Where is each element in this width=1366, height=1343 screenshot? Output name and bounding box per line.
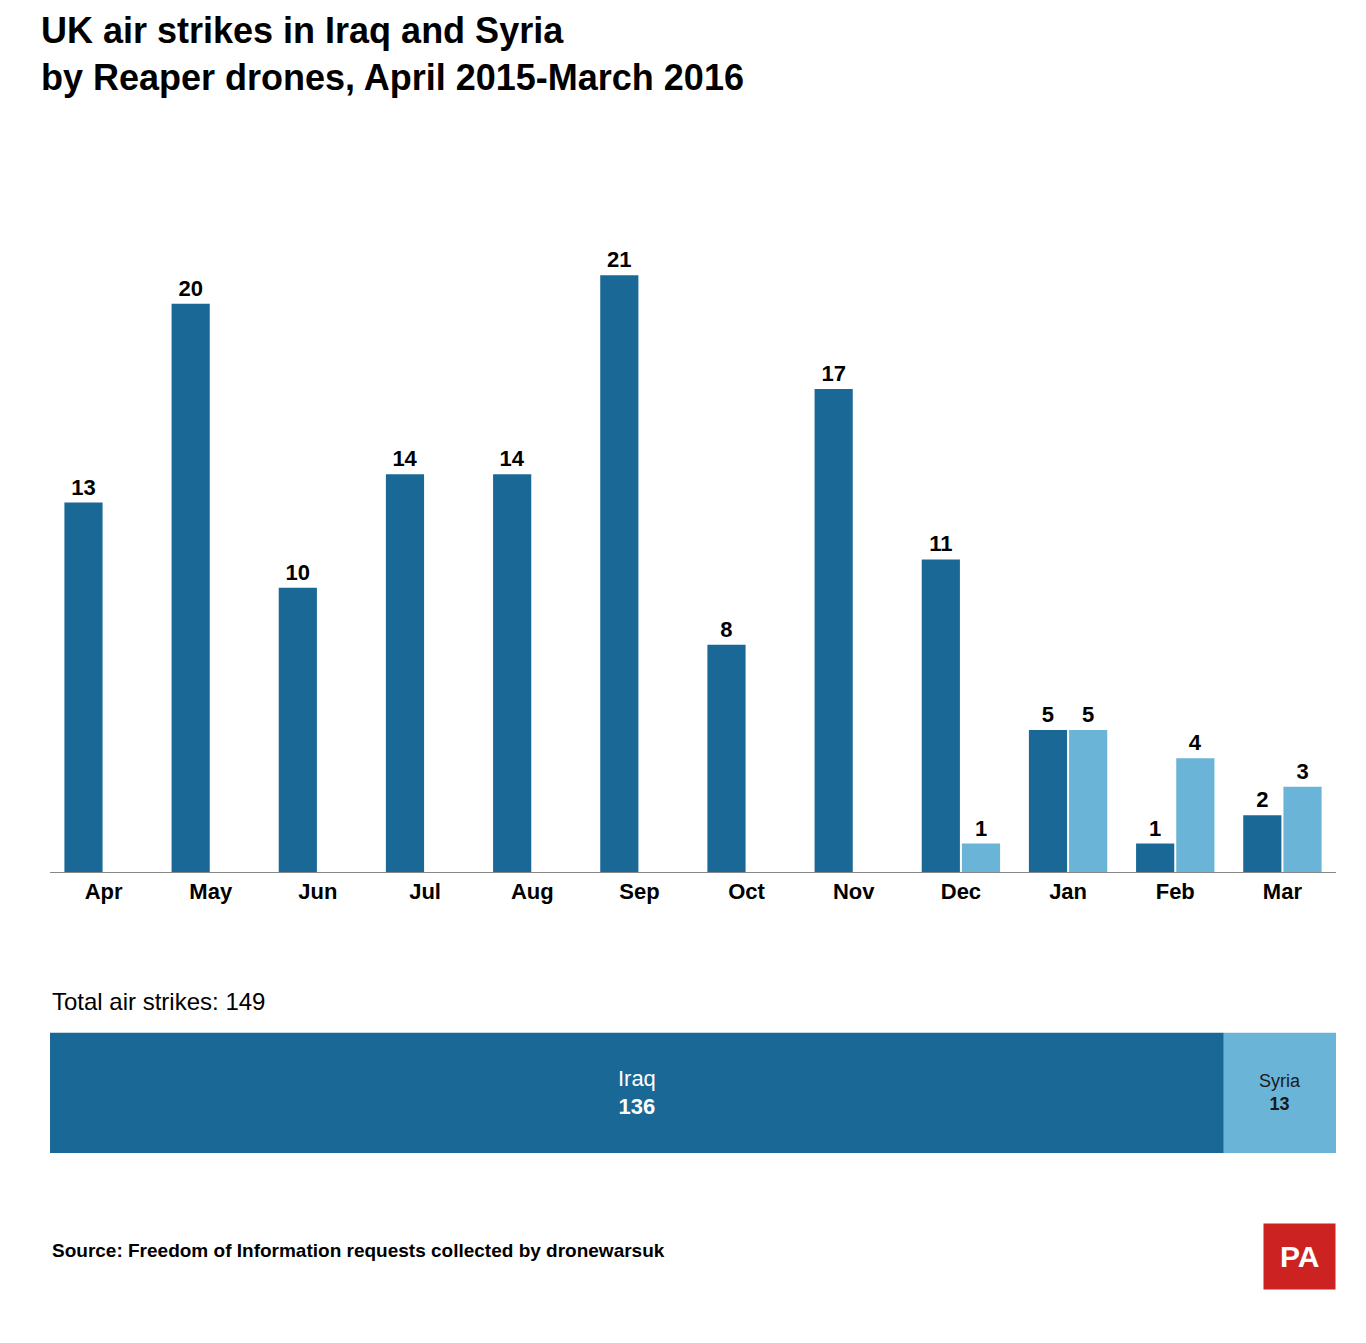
svg-text:14: 14 xyxy=(392,446,417,471)
svg-text:1: 1 xyxy=(975,816,987,841)
svg-text:Sep: Sep xyxy=(619,879,659,904)
svg-text:Oct: Oct xyxy=(728,879,765,904)
svg-text:4: 4 xyxy=(1189,730,1202,755)
svg-text:5: 5 xyxy=(1082,702,1094,727)
svg-text:Jan: Jan xyxy=(1049,879,1087,904)
svg-text:21: 21 xyxy=(607,247,631,272)
svg-text:Syria13: Syria13 xyxy=(1259,1071,1301,1114)
svg-text:3: 3 xyxy=(1296,759,1308,784)
svg-text:1: 1 xyxy=(1149,816,1161,841)
svg-text:8: 8 xyxy=(720,617,732,642)
svg-text:Source: Freedom of Information: Source: Freedom of Information requests … xyxy=(52,1240,665,1261)
svg-text:Total air strikes: 149: Total air strikes: 149 xyxy=(52,988,265,1015)
svg-text:PA: PA xyxy=(1280,1240,1319,1273)
svg-text:Jul: Jul xyxy=(409,879,441,904)
svg-text:2: 2 xyxy=(1256,787,1268,812)
svg-text:Apr: Apr xyxy=(85,879,123,904)
svg-text:Jun: Jun xyxy=(298,879,337,904)
svg-text:Aug: Aug xyxy=(511,879,554,904)
svg-text:5: 5 xyxy=(1042,702,1054,727)
svg-text:Feb: Feb xyxy=(1156,879,1195,904)
svg-text:17: 17 xyxy=(821,361,845,386)
svg-text:Mar: Mar xyxy=(1263,879,1303,904)
svg-text:Iraq136: Iraq136 xyxy=(618,1066,656,1120)
svg-text:13: 13 xyxy=(71,475,95,500)
svg-text:UK air strikes in Iraq and Syr: UK air strikes in Iraq and Syriaby Reape… xyxy=(41,10,744,98)
svg-text:20: 20 xyxy=(178,276,202,301)
svg-text:11: 11 xyxy=(929,531,952,556)
svg-text:May: May xyxy=(189,879,233,904)
svg-text:14: 14 xyxy=(500,446,525,471)
svg-text:Dec: Dec xyxy=(941,879,981,904)
svg-text:Nov: Nov xyxy=(833,879,875,904)
svg-text:10: 10 xyxy=(286,560,310,585)
